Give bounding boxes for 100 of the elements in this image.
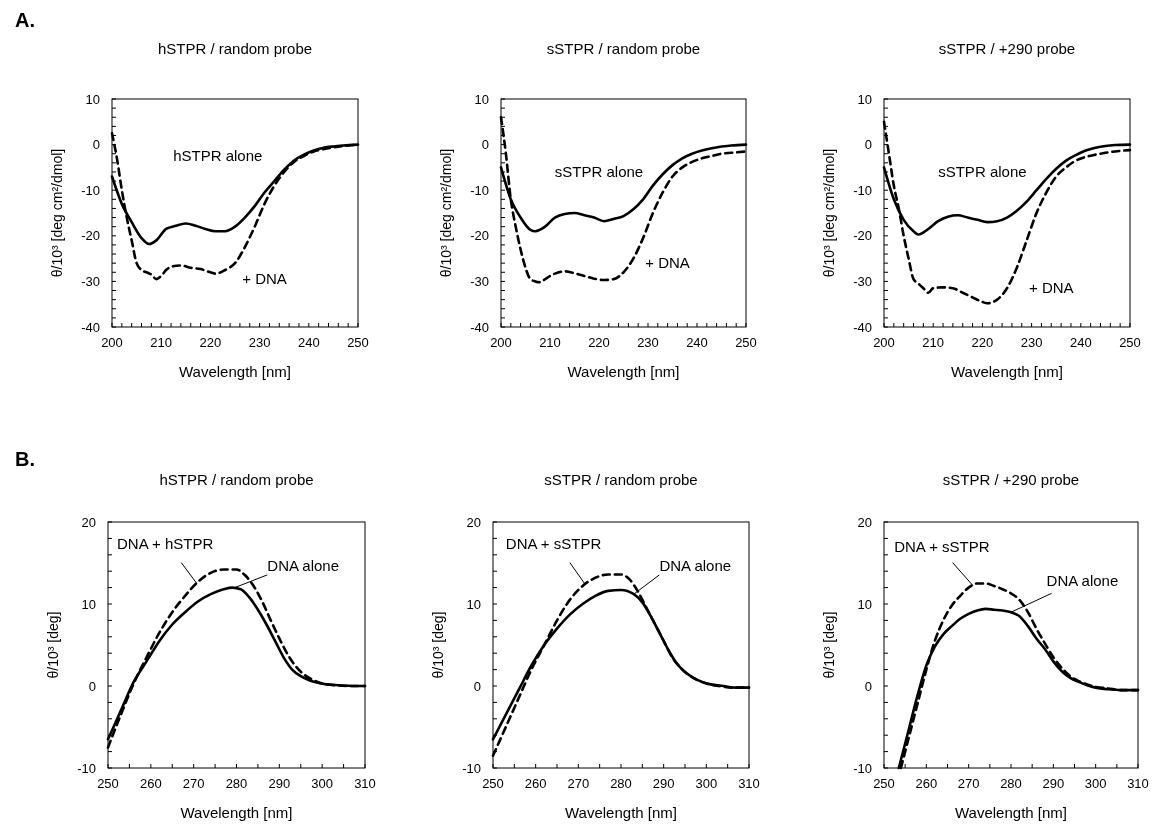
series-label: DNA + sSTPR: [894, 537, 990, 555]
chart-title: hSTPR / random probe: [157, 40, 313, 57]
x-tick-label: 210: [150, 335, 173, 350]
y-tick-label: 0: [473, 678, 481, 694]
y-axis-title: θ/10³ [deg cm²/dmol]: [49, 148, 65, 278]
x-tick-label: 270: [957, 776, 980, 791]
x-tick-label: 260: [915, 776, 938, 791]
series-label: DNA + hSTPR: [117, 535, 214, 553]
x-tick-label: 200: [873, 335, 895, 350]
x-tick-label: 290: [1042, 776, 1065, 791]
series-label: + DNA: [242, 269, 287, 287]
y-tick-label: -20: [81, 228, 100, 244]
x-tick-label: 210: [539, 335, 561, 350]
x-axis-title: Wavelength [nm]: [951, 363, 1063, 380]
x-tick-label: 300: [695, 776, 718, 791]
x-tick-label: 210: [922, 335, 945, 350]
x-axis-title: Wavelength [nm]: [565, 804, 677, 821]
x-tick-label: 250: [97, 776, 119, 791]
y-tick-label: 0: [92, 137, 100, 153]
y-axis-title: θ/10³ [deg cm²/dmol]: [821, 148, 837, 278]
y-tick-label: -10: [470, 182, 489, 198]
y-tick-label: -10: [462, 760, 481, 776]
y-tick-label: -20: [470, 228, 489, 244]
text: A.: [15, 9, 35, 31]
x-tick-label: 230: [248, 335, 271, 350]
series-label: sSTPR alone: [938, 162, 1027, 180]
x-tick-label: 310: [354, 776, 376, 791]
x-tick-label: 250: [482, 776, 504, 791]
x-tick-label: 260: [139, 776, 162, 791]
series-label: DNA + sSTPR: [505, 535, 602, 553]
y-tick-label: -30: [81, 273, 100, 289]
y-tick-label: -10: [77, 760, 96, 776]
y-tick-label: -40: [470, 319, 489, 335]
chart-title: sSTPR / random probe: [544, 471, 698, 488]
x-axis-title: Wavelength [nm]: [567, 363, 680, 380]
x-axis-title: Wavelength [nm]: [179, 363, 291, 380]
text: DNA alone: [1046, 571, 1119, 589]
x-tick-label: 290: [652, 776, 675, 791]
x-tick-label: 300: [311, 776, 334, 791]
y-axis-title: θ/10³ [deg]: [45, 611, 61, 679]
series-label: + DNA: [1028, 278, 1074, 296]
y-tick-label: -10: [853, 182, 872, 198]
x-tick-label: 280: [225, 776, 248, 791]
y-axis-title: θ/10³ [deg cm²/dmol]: [438, 148, 454, 278]
y-axis-title: θ/10³ [deg]: [430, 611, 446, 679]
x-tick-label: 310: [738, 776, 760, 791]
text: B.: [15, 448, 35, 470]
series-label: + DNA: [645, 253, 690, 271]
x-tick-label: 250: [873, 776, 895, 791]
x-tick-label: 230: [1020, 335, 1043, 350]
x-tick-label: 310: [1127, 776, 1149, 791]
y-tick-label: 10: [857, 596, 872, 612]
x-tick-label: 300: [1084, 776, 1107, 791]
series-label: DNA alone: [267, 557, 340, 575]
x-tick-label: 290: [268, 776, 291, 791]
y-axis-title: θ/10³ [deg]: [821, 611, 837, 679]
y-tick-label: 10: [474, 91, 489, 107]
x-tick-label: 270: [182, 776, 205, 791]
x-tick-label: 250: [735, 335, 757, 350]
x-tick-label: 200: [490, 335, 512, 350]
y-tick-label: 10: [466, 596, 481, 612]
y-tick-label: 10: [85, 91, 100, 107]
x-tick-label: 220: [199, 335, 222, 350]
chart-title: sSTPR / +290 probe: [942, 471, 1080, 488]
y-tick-label: -30: [853, 273, 872, 289]
x-tick-label: 220: [971, 335, 994, 350]
x-tick-label: 200: [101, 335, 123, 350]
y-tick-label: -10: [853, 760, 872, 776]
y-tick-label: -20: [853, 228, 872, 244]
y-tick-label: -40: [853, 319, 872, 335]
x-tick-label: 250: [1119, 335, 1141, 350]
x-tick-label: 280: [1000, 776, 1022, 791]
text: DNA alone: [659, 557, 732, 575]
chart-title: sSTPR / random probe: [546, 40, 701, 57]
y-tick-label: 20: [81, 514, 96, 530]
y-tick-label: 20: [857, 514, 872, 530]
x-tick-label: 220: [588, 335, 610, 350]
x-axis-title: Wavelength [nm]: [955, 804, 1067, 821]
y-tick-label: 0: [481, 137, 489, 153]
x-tick-label: 280: [610, 776, 632, 791]
y-tick-label: -30: [470, 273, 489, 289]
y-tick-label: 20: [466, 514, 481, 530]
y-tick-label: 0: [88, 678, 96, 694]
x-tick-label: 230: [637, 335, 659, 350]
y-tick-label: 0: [864, 137, 872, 153]
y-tick-label: -10: [81, 182, 100, 198]
x-tick-label: 240: [297, 335, 320, 350]
x-tick-label: 270: [567, 776, 590, 791]
x-tick-label: 250: [347, 335, 369, 350]
chart-title: hSTPR / random probe: [159, 471, 314, 488]
series-label: sSTPR alone: [554, 162, 644, 180]
x-tick-label: 240: [1069, 335, 1092, 350]
series-label: hSTPR alone: [173, 146, 263, 164]
y-tick-label: -40: [81, 319, 100, 335]
x-tick-label: 240: [686, 335, 708, 350]
y-tick-label: 10: [857, 91, 872, 107]
x-axis-title: Wavelength [nm]: [180, 804, 293, 821]
x-tick-label: 260: [524, 776, 547, 791]
y-tick-label: 0: [864, 678, 872, 694]
chart-title: sSTPR / +290 probe: [938, 40, 1076, 57]
